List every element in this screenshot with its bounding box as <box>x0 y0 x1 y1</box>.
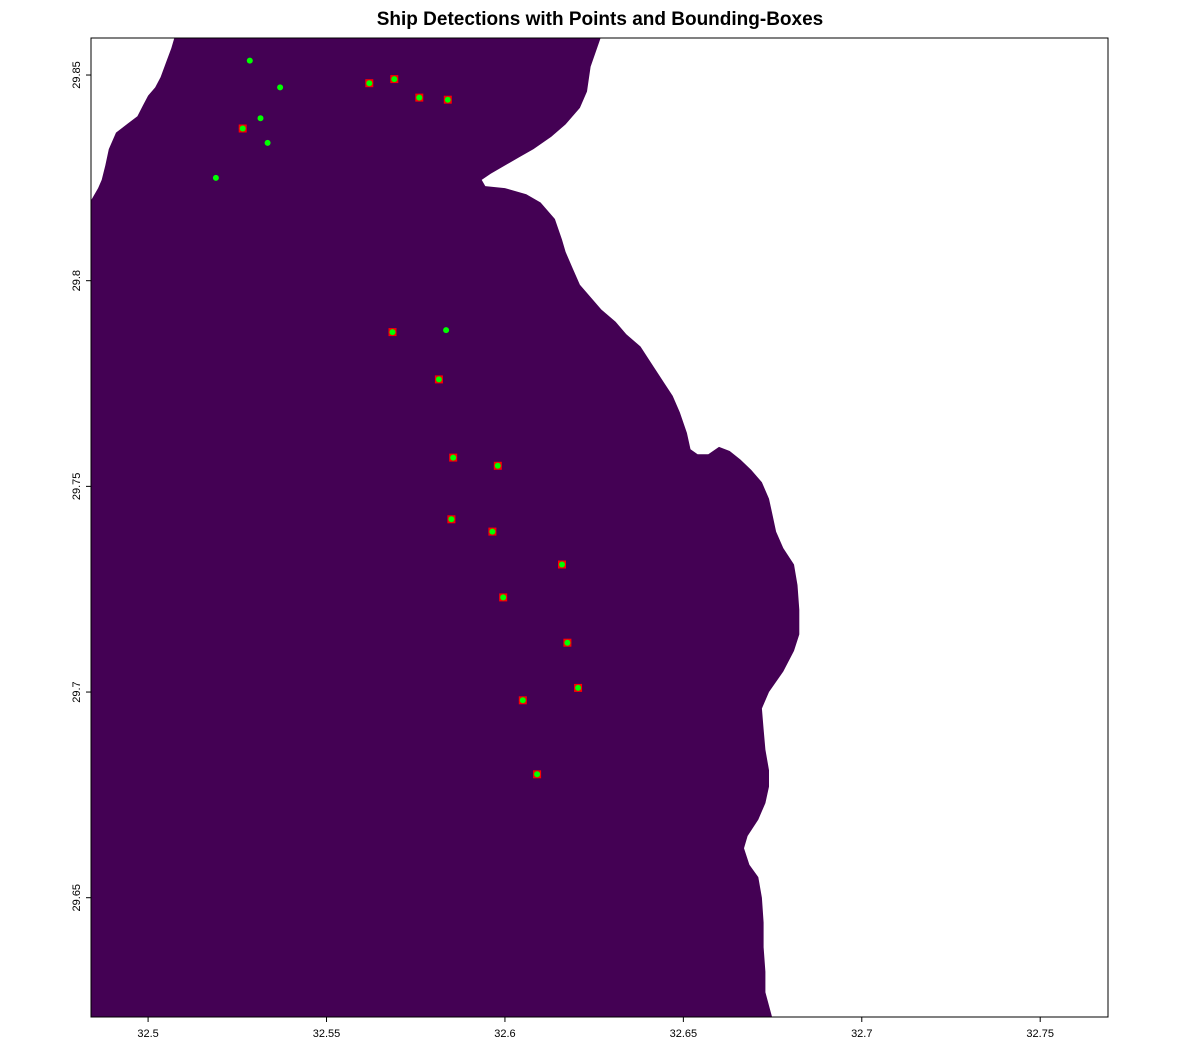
ship-point <box>450 454 457 461</box>
plot-frame <box>90 37 1109 1018</box>
ship-point <box>435 376 442 383</box>
x-tick-label: 32.6 <box>494 1028 515 1040</box>
ship-point <box>575 684 582 691</box>
x-tick-label: 32.65 <box>670 1028 698 1040</box>
ship-point <box>448 516 455 523</box>
ship-point <box>391 76 398 83</box>
ship-point <box>534 771 541 778</box>
x-axis: 32.5 32.55 32.6 32.65 32.7 32.75 <box>137 1017 1054 1040</box>
y-tick-label: 29.7 <box>71 681 83 702</box>
ship-point <box>257 115 264 122</box>
x-tick-label: 32.7 <box>851 1028 872 1040</box>
y-axis: 29.65 29.7 29.75 29.8 29.85 <box>71 61 91 911</box>
ship-detections-layer <box>212 57 583 779</box>
ship-point <box>444 96 451 103</box>
ship-point <box>366 80 373 87</box>
ship-point <box>489 528 496 535</box>
ship-point <box>264 139 271 146</box>
ship-point <box>277 84 284 91</box>
ship-point <box>519 697 526 704</box>
plot-title: Ship Detections with Points and Bounding… <box>376 9 824 30</box>
ship-point <box>564 639 571 646</box>
ship-point <box>239 125 246 132</box>
x-tick-label: 32.75 <box>1026 1028 1054 1040</box>
ship-point <box>246 57 253 64</box>
x-tick-label: 32.55 <box>313 1028 341 1040</box>
y-tick-label: 29.75 <box>71 473 83 501</box>
ship-point <box>494 462 501 469</box>
y-tick-label: 29.85 <box>71 61 83 89</box>
ship-point <box>500 594 507 601</box>
ship-point <box>443 327 450 334</box>
ship-point <box>416 94 423 101</box>
x-tick-label: 32.5 <box>137 1028 158 1040</box>
left-land-area <box>91 38 175 201</box>
ship-point <box>559 561 565 568</box>
ship-point <box>389 329 396 336</box>
y-tick-label: 29.65 <box>71 884 83 912</box>
y-tick-label: 29.8 <box>71 270 83 291</box>
ship-point <box>212 174 219 181</box>
water-body <box>91 38 800 1017</box>
